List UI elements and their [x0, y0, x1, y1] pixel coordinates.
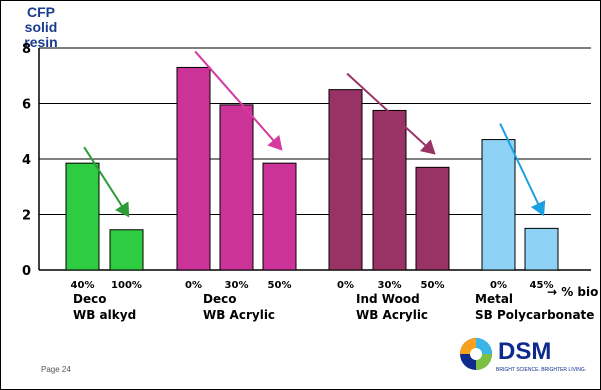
- trend-arrow: [194, 50, 283, 151]
- trend-arrow: [499, 123, 546, 217]
- y-tick-label: 4: [22, 153, 31, 168]
- bar: [109, 229, 144, 271]
- bar: [328, 89, 363, 271]
- group-label: WB Acrylic: [203, 308, 275, 322]
- x-category-label: 0%: [490, 280, 507, 291]
- y-tick-label: 8: [22, 42, 31, 57]
- y-tick-label: 6: [22, 98, 31, 113]
- group-label: WB Acrylic: [356, 308, 428, 322]
- x-category-label: 40%: [71, 280, 95, 291]
- bar: [372, 109, 407, 271]
- x-category-label: 45%: [530, 280, 554, 291]
- dsm-logo: DSM BRIGHT SCIENCE. BRIGHTER LIVING.: [458, 334, 598, 378]
- bar: [415, 166, 450, 271]
- x-category-label: 0%: [337, 280, 354, 291]
- x-category-label: 50%: [421, 280, 445, 291]
- x-category-label: 100%: [111, 280, 142, 291]
- group-label: Deco: [73, 292, 106, 306]
- bar: [524, 227, 559, 271]
- y-tick-label: 0: [22, 264, 31, 279]
- x-axis-note: → % bio: [547, 285, 598, 299]
- bar: [219, 104, 254, 271]
- bar: [262, 162, 297, 271]
- x-category-label: 30%: [225, 280, 249, 291]
- group-label: Metal: [475, 292, 513, 306]
- dsm-logo-icon: [460, 338, 492, 370]
- bar: [481, 139, 516, 271]
- logo-tagline: BRIGHT SCIENCE. BRIGHTER LIVING.: [496, 367, 587, 373]
- trend-arrow: [346, 72, 436, 155]
- bar: [65, 162, 100, 271]
- y-tick-label: 2: [22, 209, 31, 224]
- group-label: SB Polycarbonate: [475, 308, 594, 322]
- group-label: Deco: [203, 292, 236, 306]
- x-category-label: 50%: [268, 280, 292, 291]
- group-label: WB alkyd: [73, 308, 136, 322]
- x-category-label: 30%: [378, 280, 402, 291]
- bar: [176, 66, 211, 271]
- x-category-label: 0%: [185, 280, 202, 291]
- trend-arrow: [83, 146, 130, 218]
- logo-wordmark: DSM: [498, 338, 552, 365]
- y-axis-label: CFP solid resin: [24, 4, 58, 50]
- page-number: Page 24: [41, 365, 71, 374]
- group-label: Ind Wood: [356, 292, 420, 306]
